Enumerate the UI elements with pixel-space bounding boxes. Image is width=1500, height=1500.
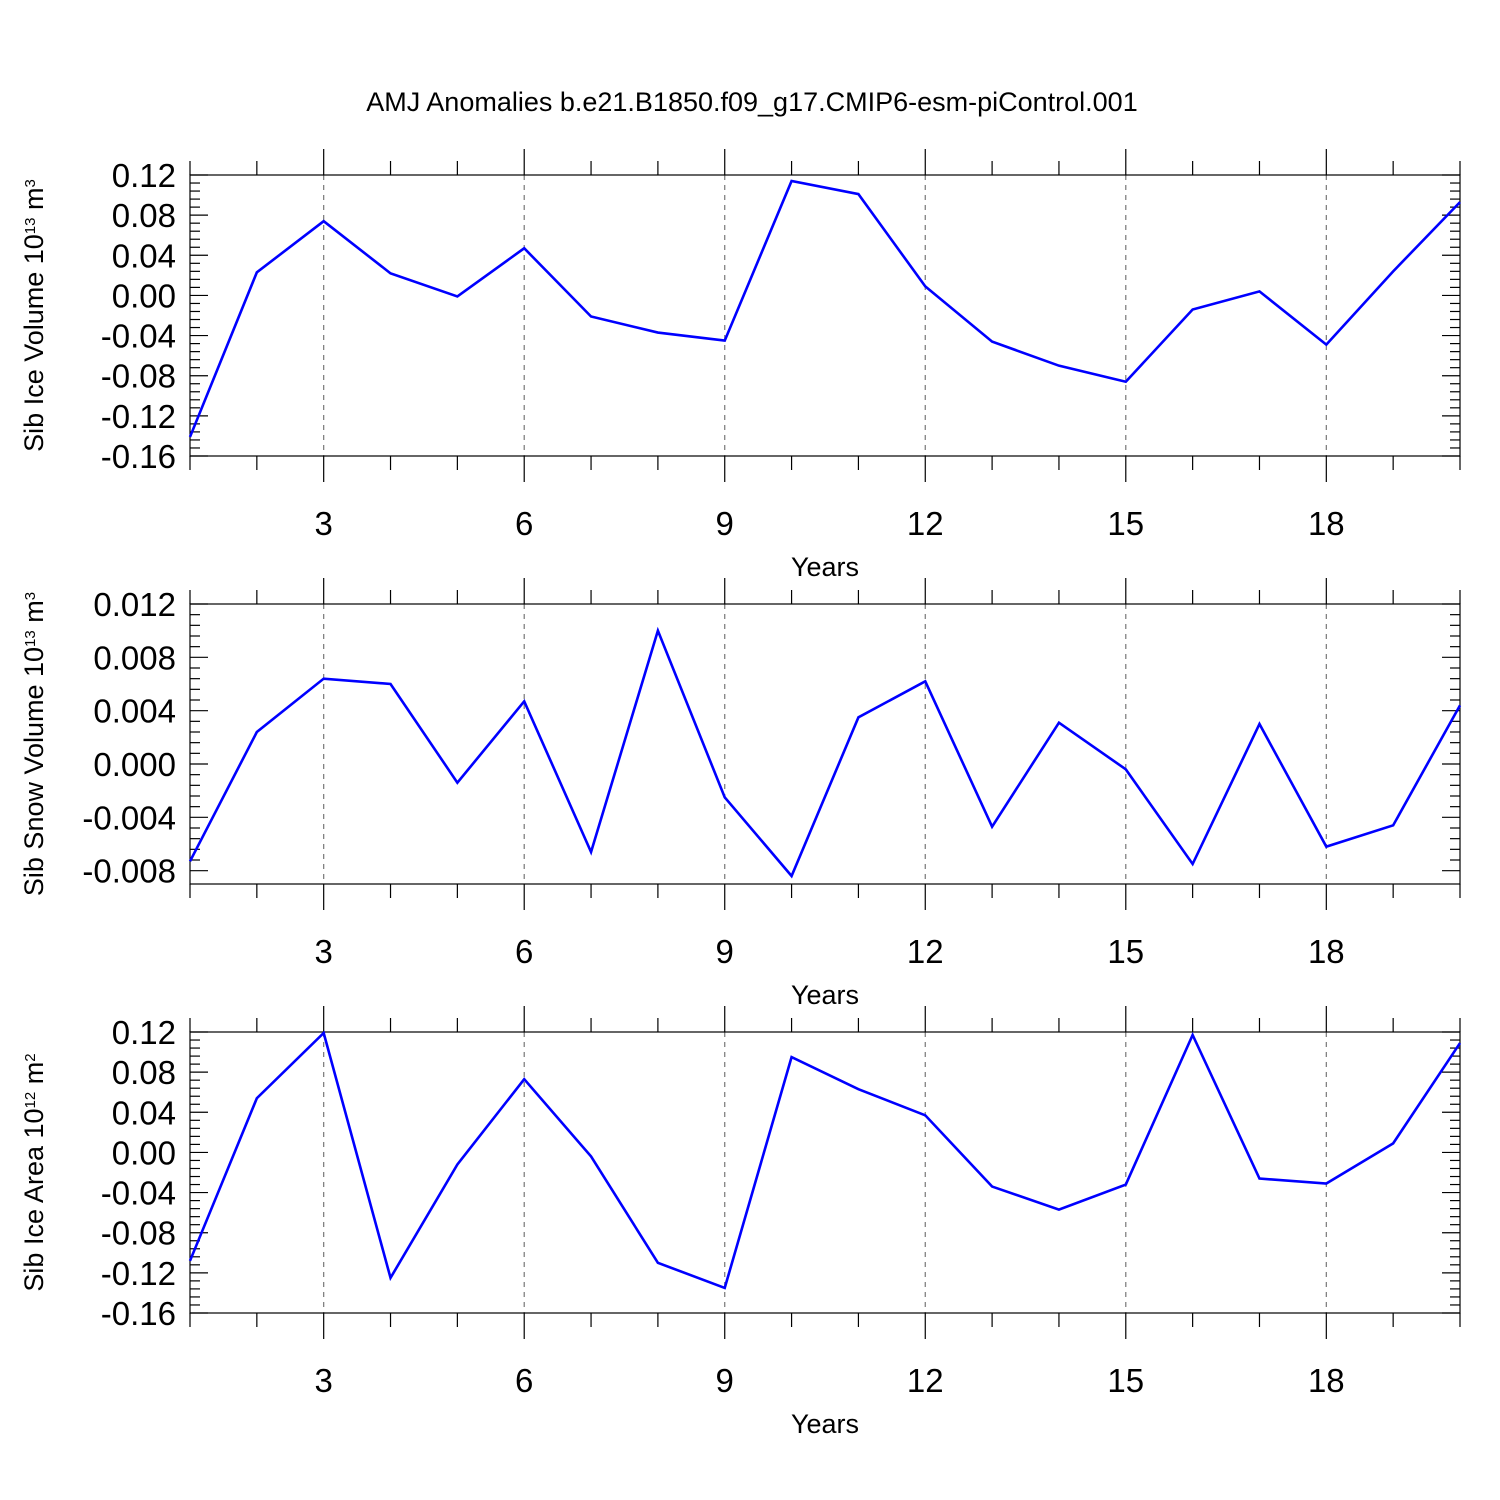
x-tick-label: 9	[716, 1362, 734, 1399]
x-tick-label: 15	[1107, 1362, 1144, 1399]
x-tick-label: 12	[907, 933, 944, 970]
x-tick-label: 18	[1308, 933, 1345, 970]
y-axis-label-unit: m	[19, 600, 49, 630]
y-tick-label: 0.00	[112, 277, 176, 314]
y-tick-label: 0.12	[112, 157, 176, 194]
y-tick-label: 0.08	[112, 197, 176, 234]
y-axis-label-unit: m	[19, 188, 49, 218]
y-axis-label-text: Sib Snow Volume 10	[19, 647, 49, 896]
x-tick-label: 9	[716, 933, 734, 970]
x-tick-label: 6	[515, 933, 533, 970]
x-tick-label: 3	[315, 505, 333, 542]
x-tick-label: 3	[315, 933, 333, 970]
x-tick-label: 18	[1308, 505, 1345, 542]
x-tick-label: 3	[315, 1362, 333, 1399]
y-axis-label-exponent: 13	[22, 630, 39, 647]
y-axis-label-unit-exponent: 2	[22, 1053, 39, 1061]
y-tick-label: 0.12	[112, 1014, 176, 1051]
y-tick-label: -0.12	[101, 398, 176, 435]
y-axis-label-unit-exponent: 3	[22, 592, 39, 600]
series-line	[188, 1030, 1462, 1290]
y-axis-label-text: Sib Ice Volume 10	[19, 234, 49, 452]
x-axis-label: Years	[791, 1409, 859, 1439]
y-axis-label-exponent: 12	[22, 1092, 39, 1109]
y-axis-label-unit: m	[19, 1062, 49, 1092]
y-tick-label: 0.08	[112, 1054, 176, 1091]
y-tick-label: -0.04	[101, 1175, 176, 1212]
x-tick-label: 9	[716, 505, 734, 542]
y-tick-label: 0.04	[112, 237, 176, 274]
chart-title: AMJ Anomalies b.e21.B1850.f09_g17.CMIP6-…	[366, 87, 1137, 117]
y-tick-label: -0.16	[101, 1295, 176, 1332]
y-axis-label: Sib Ice Volume 1013 m3	[19, 179, 49, 452]
y-axis-label-exponent: 13	[22, 218, 39, 235]
x-axis-label: Years	[791, 552, 859, 582]
y-tick-label: 0.012	[93, 586, 176, 623]
y-axis-label-unit-exponent: 3	[22, 179, 39, 187]
x-tick-label: 15	[1107, 505, 1144, 542]
y-tick-label: 0.008	[93, 639, 176, 676]
x-tick-label: 12	[907, 1362, 944, 1399]
x-tick-label: 15	[1107, 933, 1144, 970]
chart-panel-1: 3 6 9 12 15 18 Years 0.120.080.040.00 -0.04-0.08…	[19, 149, 1461, 582]
y-tick-label: -0.08	[101, 358, 176, 395]
plot-frame	[189, 603, 1461, 885]
series-line	[188, 179, 1461, 438]
y-tick-label: -0.004	[82, 799, 176, 836]
y-tick-label: 0.00	[112, 1134, 176, 1171]
series-line	[188, 626, 1462, 879]
y-tick-label: -0.16	[101, 438, 176, 475]
y-tick-label: -0.04	[101, 318, 176, 355]
y-tick-label: 0.004	[93, 693, 176, 730]
chart-panel-2: 3 6 9 12 15 18 Years 0.012 0.008 0.004 0.000 -0.004…	[19, 578, 1462, 1010]
y-axis-label: Sib Ice Area 1012 m2	[19, 1053, 49, 1291]
y-tick-label: -0.08	[101, 1215, 176, 1252]
y-tick-label: -0.12	[101, 1255, 176, 1292]
plot-frame	[189, 1031, 1461, 1314]
y-axis-label: Sib Snow Volume 1013 m3	[19, 592, 49, 896]
x-tick-label: 12	[907, 505, 944, 542]
x-tick-label: 18	[1308, 1362, 1345, 1399]
x-tick-label: 6	[515, 1362, 533, 1399]
y-tick-label: -0.008	[82, 853, 176, 890]
y-tick-label: 0.000	[93, 746, 176, 783]
y-tick-label: 0.04	[112, 1094, 176, 1131]
x-axis-label: Years	[791, 980, 859, 1010]
x-tick-label: 6	[515, 505, 533, 542]
plot-frame	[189, 174, 1461, 457]
y-axis-label-text: Sib Ice Area 10	[19, 1108, 49, 1291]
chart-panel-3: 3 6 9 12 15 18 Years 0.120.080.040.00 -0.04-0.08…	[19, 1006, 1462, 1439]
